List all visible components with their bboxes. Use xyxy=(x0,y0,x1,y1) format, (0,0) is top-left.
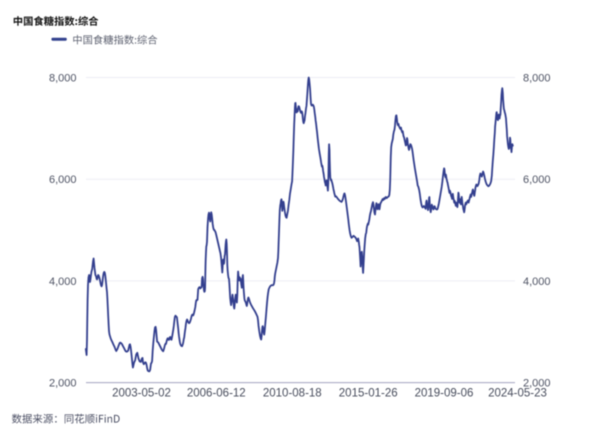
svg-text:2,000: 2,000 xyxy=(49,378,77,390)
svg-text:4,000: 4,000 xyxy=(49,276,77,288)
svg-text:2010-08-18: 2010-08-18 xyxy=(263,388,322,400)
svg-text:4,000: 4,000 xyxy=(523,276,551,288)
svg-text:6,000: 6,000 xyxy=(523,174,551,186)
svg-text:2015-01-26: 2015-01-26 xyxy=(339,388,398,400)
svg-text:8,000: 8,000 xyxy=(49,73,77,85)
svg-text:2006-06-12: 2006-06-12 xyxy=(187,388,246,400)
svg-text:8,000: 8,000 xyxy=(523,73,551,85)
svg-text:6,000: 6,000 xyxy=(49,174,77,186)
svg-text:2024-05-23: 2024-05-23 xyxy=(488,388,547,400)
svg-text:2019-09-06: 2019-09-06 xyxy=(415,388,474,400)
svg-text:2,000: 2,000 xyxy=(523,378,551,390)
svg-text:2003-05-02: 2003-05-02 xyxy=(112,388,171,400)
